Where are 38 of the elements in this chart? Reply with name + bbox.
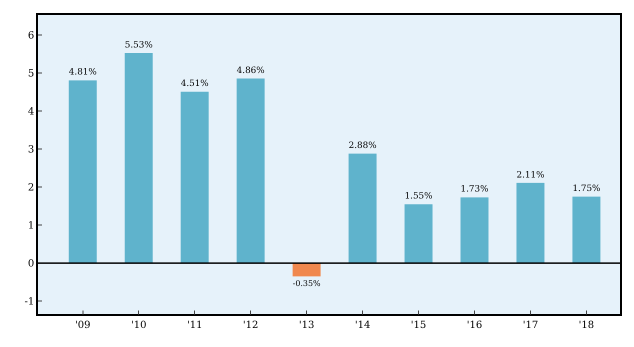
- x-tick-label: '12: [242, 320, 258, 331]
- bar: [404, 204, 433, 264]
- x-tick-label: '11: [186, 320, 202, 331]
- x-tick-label: '18: [578, 320, 594, 331]
- bar: [124, 52, 153, 264]
- y-tick-label: 6: [28, 30, 34, 42]
- data-label: 1.73%: [460, 184, 488, 195]
- bar: [572, 196, 600, 264]
- x-tick-label: '16: [466, 320, 482, 331]
- y-tick-label: 4: [28, 106, 34, 118]
- data-label: 1.55%: [404, 192, 433, 202]
- bar: [516, 182, 544, 264]
- data-label: -0.35%: [292, 278, 322, 288]
- y-tick-label: 2: [28, 182, 34, 194]
- bar: [292, 263, 321, 276]
- data-label: 2.11%: [516, 170, 544, 180]
- x-tick-label: '09: [75, 320, 91, 331]
- bar: [348, 154, 377, 264]
- data-label: 5.53%: [124, 40, 153, 50]
- x-tick-label: '17: [522, 320, 538, 331]
- bar: [460, 197, 488, 264]
- y-tick-label: 3: [28, 144, 34, 156]
- y-tick-label: 5: [28, 68, 34, 80]
- data-label: 4.51%: [180, 79, 209, 90]
- bar: [68, 80, 97, 264]
- data-label: 4.81%: [68, 68, 97, 78]
- data-label: 1.75%: [572, 184, 600, 194]
- bar: [180, 92, 209, 264]
- x-tick-label: '10: [130, 320, 146, 331]
- data-label: 4.86%: [236, 66, 265, 76]
- y-tick-label: -1: [24, 296, 34, 308]
- x-tick-label: '15: [410, 320, 426, 331]
- y-tick-label: 0: [28, 258, 34, 270]
- data-label: 2.88%: [348, 141, 377, 152]
- x-tick-label: '14: [354, 320, 370, 331]
- x-tick-label: '13: [298, 320, 314, 331]
- bar: [236, 78, 265, 264]
- y-tick-label: 1: [28, 220, 34, 232]
